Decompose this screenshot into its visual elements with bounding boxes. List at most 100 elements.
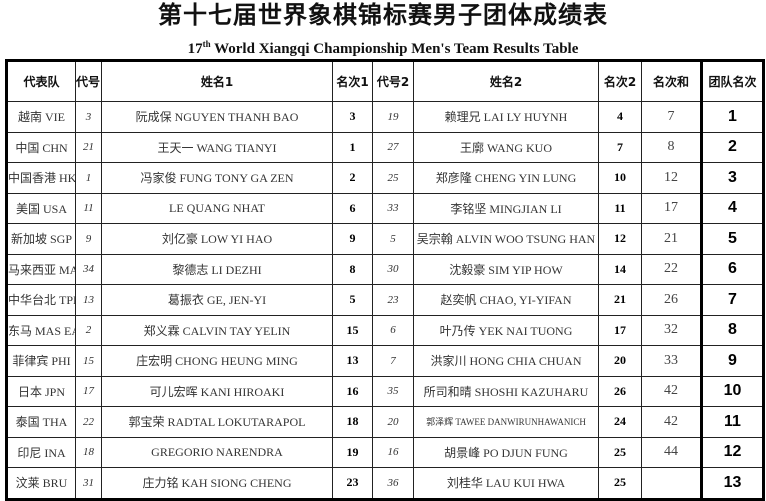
cell-name2: 赵奕帆 CHAO, YI-YIFAN: [413, 284, 599, 316]
cell-rank1: 23: [332, 467, 373, 500]
cell-team: 中国香港 HKG: [6, 162, 76, 194]
cell-code1: 34: [75, 253, 102, 285]
results-table: 代表队代号1姓名1名次1代号2姓名2名次2名次和团队名次 越南 VIE3阮成保 …: [5, 59, 765, 501]
table-row: 印尼 INA 18 GREGORIO NARENDRA 19 16 胡景峰 PO DJUN…: [6, 436, 764, 468]
cell-team: 印尼 INA: [6, 436, 76, 468]
header-code1: 代号1: [75, 60, 102, 102]
cell-rank2: 12: [598, 223, 642, 255]
cell-code2: 23: [372, 284, 414, 316]
cell-rank2: 25: [598, 436, 642, 468]
cell-team-rank: 13: [700, 467, 764, 500]
header-team-rank: 团队名次: [700, 60, 764, 102]
cell-name1: GREGORIO NARENDRA: [101, 436, 333, 468]
cell-name2: 吴宗翰 ALVIN WOO TSUNG HAN: [413, 223, 599, 255]
header-team: 代表队: [6, 60, 76, 102]
cell-team-rank: 5: [700, 223, 764, 255]
cell-team-rank: 4: [700, 192, 764, 224]
cell-rank1: 6: [332, 192, 373, 224]
cell-rank2: 7: [598, 131, 642, 163]
table-row: 菲律宾 PHI 15 庄宏明 CHONG HEUNG MING 13 7 洪家川 HONG…: [6, 345, 764, 377]
cell-code1: 31: [75, 467, 102, 500]
cell-team-rank: 11: [700, 406, 764, 438]
cell-team-rank: 8: [700, 314, 764, 346]
cell-name2: 胡景峰 PO DJUN FUNG: [413, 436, 599, 468]
page-subtitle: 17th World Xiangqi Championship Men's Te…: [0, 33, 766, 60]
cell-rank1: 1: [332, 131, 373, 163]
cell-code1: 1: [75, 162, 102, 194]
cell-rank1: 18: [332, 406, 373, 438]
table-row: 中华台北 TPE 13 葛振衣 GE, JEN-YI 5 23 赵奕帆 CHAO, YI-…: [6, 284, 764, 316]
cell-rank-sum: 26: [641, 284, 702, 316]
cell-team: 泰国 THA: [6, 406, 76, 438]
cell-name2: 王廓 WANG KUO: [413, 131, 599, 163]
cell-team: 中国 CHN: [6, 131, 76, 163]
cell-rank2: 21: [598, 284, 642, 316]
cell-rank2: 24: [598, 406, 642, 438]
cell-name1: 葛振衣 GE, JEN-YI: [101, 284, 333, 316]
page-title: 第十七届世界象棋锦标赛男子团体成绩表: [158, 1, 608, 29]
subtitle-text: World Xiangqi Championship Men's Team Re…: [210, 41, 579, 57]
header-name1: 姓名1: [101, 60, 333, 102]
cell-team: 马来西亚 MAS: [6, 253, 76, 285]
cell-code1: 15: [75, 345, 102, 377]
cell-team-rank: 1: [700, 101, 764, 133]
cell-rank2: 17: [598, 314, 642, 346]
cell-team: 中华台北 TPE: [6, 284, 76, 316]
cell-name2: 郑彦隆 CHENG YIN LUNG: [413, 162, 599, 194]
cell-rank-sum: [641, 467, 702, 500]
cell-rank1: 13: [332, 345, 373, 377]
cell-rank-sum: 7: [641, 101, 702, 133]
cell-rank-sum: 42: [641, 406, 702, 438]
cell-rank-sum: 32: [641, 314, 702, 346]
cell-rank-sum: 33: [641, 345, 702, 377]
cell-code2: 30: [372, 253, 414, 285]
cell-rank2: 20: [598, 345, 642, 377]
cell-team: 新加坡 SGP: [6, 223, 76, 255]
cell-name1: 郭宝荣 RADTAL LOKUTARAPOL: [101, 406, 333, 438]
cell-team: 越南 VIE: [6, 101, 76, 133]
cell-team: 汶莱 BRU: [6, 467, 76, 500]
table-row: 泰国 THA 22 郭宝荣 RADTAL LOKUTARAPOL 18 20 郭泽辉 TA…: [6, 406, 764, 438]
table-row: 日本 JPN 17 可儿宏晖 KANI HIROAKI 16 35 所司和晴 SHOSHI…: [6, 375, 764, 407]
cell-code1: 21: [75, 131, 102, 163]
cell-team: 美国 USA: [6, 192, 76, 224]
header-rank1: 名次1: [332, 60, 373, 102]
cell-code2: 16: [372, 436, 414, 468]
cell-code1: 13: [75, 284, 102, 316]
cell-code1: 9: [75, 223, 102, 255]
cell-code2: 5: [372, 223, 414, 255]
header-rank2: 名次2: [598, 60, 642, 102]
cell-team-rank: 9: [700, 345, 764, 377]
cell-code2: 19: [372, 101, 414, 133]
cell-code2: 27: [372, 131, 414, 163]
cell-name1: LE QUANG NHAT: [101, 192, 333, 224]
table-row: 汶莱 BRU 31 庄力铭 KAH SIONG CHENG 23 36 刘桂华 LAU K…: [6, 467, 764, 500]
cell-name1: 冯家俊 FUNG TONY GA ZEN: [101, 162, 333, 194]
cell-rank1: 19: [332, 436, 373, 468]
cell-team-rank: 10: [700, 375, 764, 407]
cell-rank2: 10: [598, 162, 642, 194]
cell-rank2: 4: [598, 101, 642, 133]
table-row: 美国 USA 11 LE QUANG NHAT 6 33 李铭坚 MINGJIAN LI 1…: [6, 192, 764, 224]
table-row: 越南 VIE 3 阮成保 NGUYEN THANH BAO 3 19 赖理兄 LAI LY…: [6, 101, 764, 133]
table-row: 新加坡 SGP 9 刘亿豪 LOW YI HAO 9 5 吴宗翰 ALVIN WOO TS…: [6, 223, 764, 255]
cell-name2: 赖理兄 LAI LY HUYNH: [413, 101, 599, 133]
cell-name1: 阮成保 NGUYEN THANH BAO: [101, 101, 333, 133]
cell-rank-sum: 21: [641, 223, 702, 255]
cell-rank-sum: 12: [641, 162, 702, 194]
cell-code2: 33: [372, 192, 414, 224]
cell-name1: 可儿宏晖 KANI HIROAKI: [101, 375, 333, 407]
cell-code1: 18: [75, 436, 102, 468]
cell-rank-sum: 17: [641, 192, 702, 224]
cell-name2: 沈毅豪 SIM YIP HOW: [413, 253, 599, 285]
subtitle-number: 17: [187, 41, 203, 57]
header-rank-sum: 名次和: [641, 60, 702, 102]
cell-name1: 郑义霖 CALVIN TAY YELIN: [101, 314, 333, 346]
cell-name2: 刘桂华 LAU KUI HWA: [413, 467, 599, 500]
cell-team-rank: 6: [700, 253, 764, 285]
cell-code1: 3: [75, 101, 102, 133]
cell-code2: 7: [372, 345, 414, 377]
cell-rank2: 11: [598, 192, 642, 224]
